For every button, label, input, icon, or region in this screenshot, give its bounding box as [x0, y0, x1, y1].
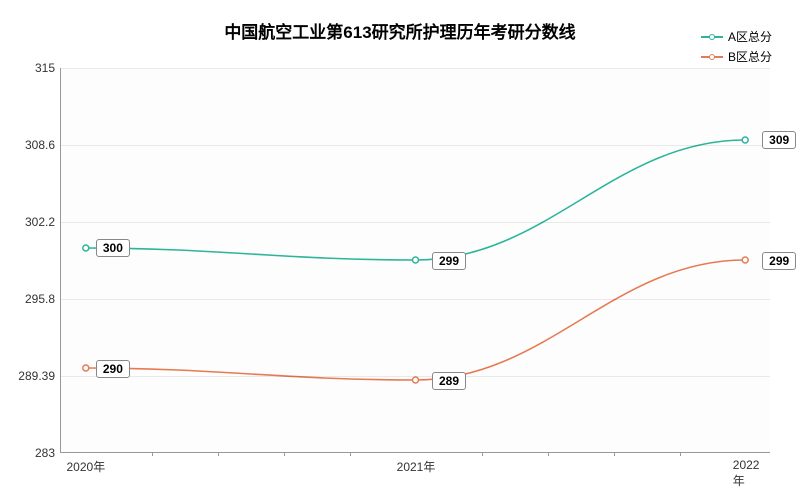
data-label: 300 — [96, 239, 130, 257]
x-minor-tick — [614, 452, 615, 456]
y-gridline — [61, 68, 770, 69]
data-marker — [83, 245, 89, 251]
data-marker — [413, 257, 419, 263]
data-marker — [83, 365, 89, 371]
data-marker — [742, 137, 748, 143]
legend-label-b: B区总分 — [728, 48, 772, 65]
y-tick-label: 283 — [35, 446, 61, 460]
series-line — [86, 260, 745, 380]
data-label: 299 — [432, 252, 466, 270]
y-tick-label: 295.8 — [25, 292, 61, 306]
y-gridline — [61, 299, 770, 300]
y-tick-label: 315 — [35, 61, 61, 75]
legend-swatch-b — [701, 56, 723, 58]
legend-item-b: B区总分 — [701, 48, 772, 65]
legend-label-a: A区总分 — [728, 28, 772, 45]
y-tick-label: 302.2 — [25, 215, 61, 229]
data-label: 289 — [432, 372, 466, 390]
y-tick-label: 289.39 — [18, 369, 61, 383]
data-marker — [742, 257, 748, 263]
plot-area: 283289.39295.8302.2308.63152020年2021年202… — [60, 68, 770, 453]
x-tick-label: 2020年 — [66, 452, 105, 475]
x-minor-tick — [548, 452, 549, 456]
legend: A区总分 B区总分 — [701, 28, 772, 68]
data-marker — [413, 377, 419, 383]
data-label: 309 — [762, 131, 796, 149]
x-minor-tick — [284, 452, 285, 456]
x-minor-tick — [152, 452, 153, 456]
x-tick-label: 2022年 — [733, 452, 760, 489]
y-gridline — [61, 145, 770, 146]
series-line — [86, 140, 745, 260]
chart-title: 中国航空工业第613研究所护理历年考研分数线 — [224, 18, 575, 43]
legend-swatch-a — [701, 36, 723, 38]
data-label: 290 — [96, 360, 130, 378]
y-gridline — [61, 376, 770, 377]
x-minor-tick — [350, 452, 351, 456]
x-minor-tick — [482, 452, 483, 456]
y-tick-label: 308.6 — [25, 138, 61, 152]
data-svg — [61, 68, 770, 452]
x-tick-label: 2021年 — [397, 452, 436, 475]
y-gridline — [61, 222, 770, 223]
legend-item-a: A区总分 — [701, 28, 772, 45]
x-minor-tick — [680, 452, 681, 456]
chart-container: 中国航空工业第613研究所护理历年考研分数线 A区总分 B区总分 283289.… — [0, 0, 800, 500]
x-minor-tick — [218, 452, 219, 456]
data-label: 299 — [762, 252, 796, 270]
